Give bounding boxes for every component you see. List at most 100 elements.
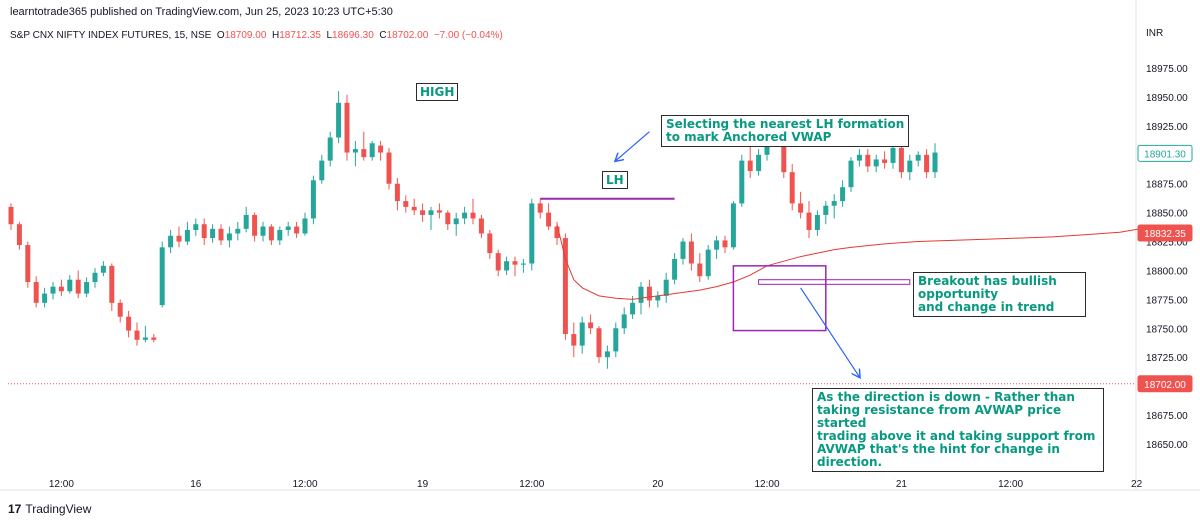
candle-body [226, 233, 232, 241]
candle-body [747, 160, 753, 172]
candle [201, 218, 207, 246]
candle-body [310, 180, 316, 219]
lh-annotation[interactable]: LH [602, 171, 628, 189]
candle-body [294, 226, 300, 234]
candle-body [235, 228, 241, 234]
candle-body [403, 201, 409, 207]
candle-body [394, 183, 400, 202]
candle [8, 203, 14, 230]
candle-body [865, 154, 871, 167]
candle-body [856, 154, 862, 161]
candle [848, 157, 854, 192]
x-tick-label: 16 [190, 479, 202, 490]
candle [109, 263, 115, 311]
y-tick-label: 18825.00 [1146, 238, 1188, 249]
candle [277, 226, 283, 246]
y-tick-label: 18925.00 [1146, 122, 1188, 133]
candle-body [33, 282, 39, 303]
candle-body [680, 241, 686, 259]
candle [378, 140, 384, 161]
candle-body [453, 218, 459, 225]
x-tick-label: 12:00 [519, 479, 544, 490]
high-label: H [271, 30, 280, 41]
price-label-box [1137, 224, 1193, 242]
candle-body [663, 279, 669, 296]
open-label: O [216, 30, 225, 41]
candle-body [613, 328, 619, 352]
candle [403, 195, 409, 213]
candle [814, 210, 820, 236]
candle-body [915, 154, 921, 161]
candle-body [50, 286, 56, 294]
candle [386, 147, 392, 190]
candle [915, 151, 921, 167]
candle-body [252, 214, 258, 236]
x-tick-label: 12:00 [292, 479, 317, 490]
candle-body [520, 263, 526, 265]
high-annotation[interactable]: HIGH [416, 83, 459, 101]
x-tick-label: 22 [1131, 479, 1143, 490]
y-tick-label: 18950.00 [1146, 93, 1188, 104]
breakout-level-band [758, 279, 911, 285]
candle [75, 270, 81, 299]
candle [411, 198, 417, 215]
symbol-name[interactable]: S&P CNX NIFTY INDEX FUTURES, 15, NSE [10, 30, 212, 41]
candle-body [739, 160, 745, 204]
x-tick-label: 12:00 [998, 479, 1023, 490]
candle-body [781, 140, 787, 173]
candle-body [445, 212, 451, 225]
candle [840, 180, 846, 207]
candle [470, 198, 476, 225]
candle [420, 203, 426, 222]
currency-label: INR [1146, 28, 1164, 39]
candle-body [588, 322, 594, 329]
candle-body [126, 316, 132, 331]
candle-body [890, 147, 896, 163]
candle-body [630, 302, 636, 315]
price-label-text: 18702.00 [1144, 380, 1186, 391]
candle-body [134, 330, 140, 340]
symbol-legend: S&P CNX NIFTY INDEX FUTURES, 15, NSE O18… [10, 30, 503, 41]
candle-body [100, 265, 106, 273]
candle [537, 198, 543, 219]
candle-body [361, 149, 367, 158]
footer-brand[interactable]: 17 TradingView [8, 502, 91, 516]
footer-brand-name: TradingView [25, 502, 92, 516]
candle-body [512, 261, 518, 265]
candle [747, 143, 753, 178]
price-label-text: 18832.35 [1144, 229, 1186, 240]
y-tick-label: 18800.00 [1146, 266, 1188, 277]
select-lh-note[interactable]: Selecting the nearest LH formation to ma… [661, 115, 910, 147]
tradingview-logo-icon: 17 [8, 502, 22, 516]
candle-body [495, 253, 501, 271]
breakout-note[interactable]: Breakout has bullish opportunity and cha… [913, 272, 1086, 317]
candle [831, 194, 837, 219]
direction-note[interactable]: As the direction is down - Rather than t… [812, 388, 1104, 472]
candle-body [8, 206, 14, 225]
pointer-arrow-direction [800, 287, 860, 377]
candle-body [579, 322, 585, 346]
candle-body [176, 235, 182, 242]
candle-body [462, 212, 468, 219]
candle [310, 175, 316, 225]
candle-body [436, 210, 442, 213]
candle-body [604, 351, 610, 358]
candle-body [840, 187, 846, 202]
candle [462, 206, 468, 225]
candle-body [151, 337, 157, 340]
candle [100, 261, 106, 277]
candle [33, 276, 39, 308]
candle-body [260, 226, 266, 236]
candle [730, 201, 736, 250]
close-label: C [379, 30, 387, 41]
candle-body [823, 205, 829, 215]
candle [562, 233, 568, 340]
candle [697, 253, 703, 283]
price-label-box [1137, 144, 1193, 162]
open-value: 18709.00 [224, 30, 267, 41]
candle [621, 307, 627, 335]
candle-body [336, 102, 342, 138]
candle [546, 203, 552, 230]
candle [512, 256, 518, 277]
candle [789, 164, 795, 211]
